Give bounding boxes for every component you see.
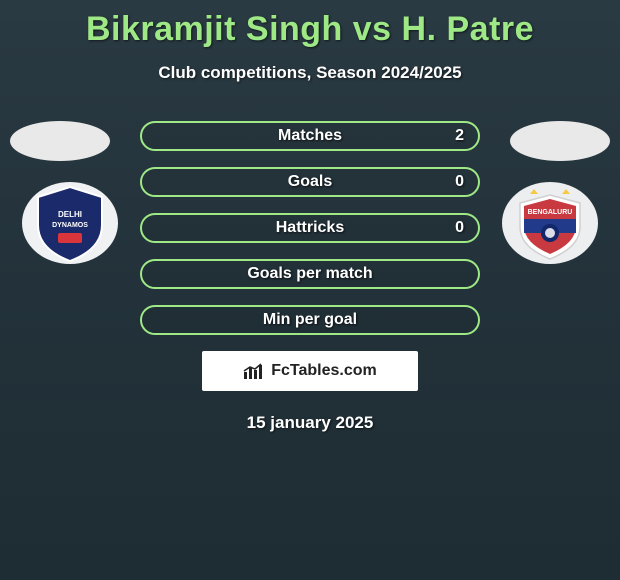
stat-row-goals: Goals 0 — [140, 167, 480, 197]
stat-value-right: 0 — [455, 219, 464, 237]
comparison-panel: DELHI DYNAMOS BENGALURU Matches 2 Goals … — [0, 121, 620, 433]
date-text: 15 january 2025 — [0, 413, 620, 433]
stat-label: Min per goal — [263, 311, 357, 329]
player-left-badge — [10, 121, 110, 161]
stat-row-min-per-goal: Min per goal — [140, 305, 480, 335]
stat-value-right: 2 — [455, 127, 464, 145]
player-right-badge — [510, 121, 610, 161]
chart-icon — [243, 362, 265, 380]
stat-label: Hattricks — [276, 219, 344, 237]
footer-brand-text: FcTables.com — [271, 362, 377, 380]
footer-brand: FcTables.com — [202, 351, 418, 391]
club-logo-left: DELHI DYNAMOS — [20, 181, 120, 266]
svg-text:DELHI: DELHI — [58, 210, 82, 219]
stat-rows: Matches 2 Goals 0 Hattricks 0 Goals per … — [140, 121, 480, 335]
svg-text:DYNAMOS: DYNAMOS — [52, 222, 88, 229]
stat-row-hattricks: Hattricks 0 — [140, 213, 480, 243]
stat-label: Matches — [278, 127, 342, 145]
svg-text:BENGALURU: BENGALURU — [528, 209, 573, 216]
stat-row-matches: Matches 2 — [140, 121, 480, 151]
page-title: Bikramjit Singh vs H. Patre — [0, 0, 620, 49]
stat-label: Goals — [288, 173, 332, 191]
stat-row-goals-per-match: Goals per match — [140, 259, 480, 289]
subtitle: Club competitions, Season 2024/2025 — [0, 63, 620, 83]
stat-value-right: 0 — [455, 173, 464, 191]
club-logo-right: BENGALURU — [500, 181, 600, 266]
stat-label: Goals per match — [247, 265, 372, 283]
